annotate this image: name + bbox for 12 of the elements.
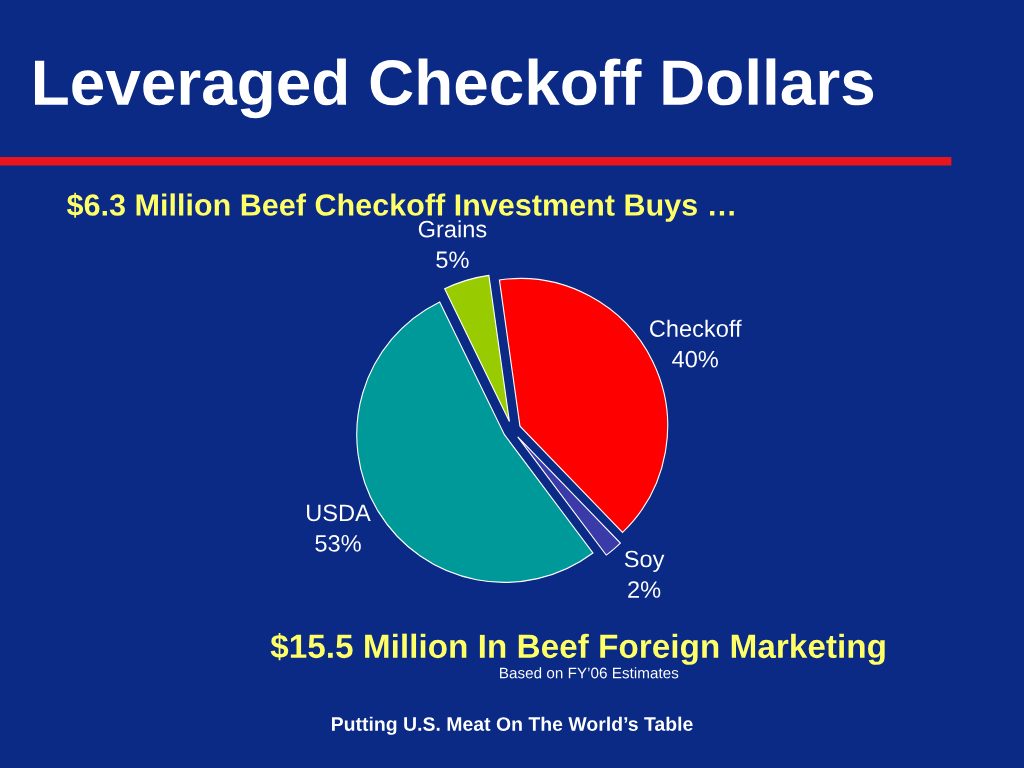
text: $15.5 Million In Beef Foreign Marketing [270,633,885,665]
data-label: 53% [315,535,361,552]
data-label: 40% [672,350,718,368]
text: Putting U.S. Meat On The World’s Table [332,716,693,735]
text: Based on FY’06 Estimates [500,667,679,679]
chart-title: Leveraged Checkoff Dollars [34,58,874,119]
slice-label: USDA [307,504,371,522]
slice-label: Checkoff [650,319,742,337]
data-label: 5% [436,251,469,269]
slice-label: Soy [624,550,665,573]
slice-label: Grains [418,220,487,238]
data-label: 2% [628,581,661,598]
